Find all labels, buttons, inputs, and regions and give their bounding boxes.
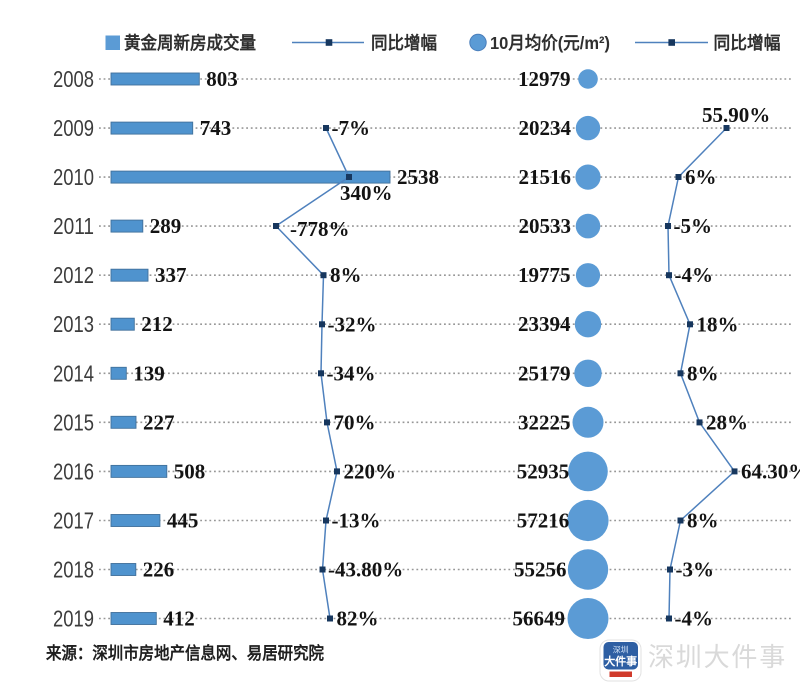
svg-text:黄金周新房成交量: 黄金周新房成交量 (124, 33, 256, 53)
svg-text:2008: 2008 (53, 66, 94, 92)
svg-text:8%: 8% (687, 509, 719, 533)
svg-text:508: 508 (174, 459, 206, 483)
svg-text:-5%: -5% (674, 214, 713, 238)
svg-text:57216: 57216 (517, 509, 570, 533)
svg-text:-32%: -32% (328, 312, 377, 336)
svg-text:19775: 19775 (518, 263, 571, 287)
svg-text:55.90%: 55.90% (702, 103, 770, 127)
svg-text:212: 212 (141, 312, 173, 336)
svg-text:139: 139 (133, 361, 165, 385)
svg-text:55256: 55256 (514, 558, 567, 582)
svg-text:28%: 28% (706, 410, 748, 434)
svg-text:412: 412 (163, 607, 195, 631)
svg-text:2011: 2011 (53, 213, 94, 239)
svg-text:220%: 220% (344, 459, 397, 483)
svg-text:同比增幅: 同比增幅 (371, 33, 437, 53)
svg-text:226: 226 (143, 558, 175, 582)
svg-text:23394: 23394 (518, 312, 571, 336)
svg-text:21516: 21516 (519, 165, 572, 189)
svg-text:来源：深圳市房地产信息网、易居研究院: 来源：深圳市房地产信息网、易居研究院 (45, 643, 324, 663)
svg-text:-4%: -4% (675, 607, 714, 631)
svg-text:52935: 52935 (517, 459, 570, 483)
svg-text:同比增幅: 同比增幅 (714, 33, 781, 53)
svg-text:-13%: -13% (332, 509, 381, 533)
svg-text:2014: 2014 (53, 360, 94, 386)
svg-text:深圳: 深圳 (613, 645, 629, 655)
svg-text:2017: 2017 (53, 508, 94, 534)
svg-text:-4%: -4% (675, 263, 714, 287)
svg-text:-34%: -34% (327, 361, 376, 385)
svg-text:2010: 2010 (53, 164, 94, 190)
svg-text:2018: 2018 (53, 557, 94, 583)
svg-text:-778%: -778% (290, 217, 350, 241)
svg-text:337: 337 (155, 263, 187, 287)
svg-text:12979: 12979 (518, 67, 571, 91)
svg-text:340%: 340% (340, 181, 393, 205)
svg-text:803: 803 (206, 67, 238, 91)
svg-text:-43.80%: -43.80% (328, 558, 403, 582)
svg-text:20533: 20533 (519, 214, 572, 238)
svg-text:2012: 2012 (53, 262, 94, 288)
svg-text:289: 289 (150, 214, 182, 238)
svg-text:227: 227 (143, 410, 175, 434)
svg-text:2019: 2019 (53, 606, 94, 632)
svg-text:56649: 56649 (513, 607, 566, 631)
svg-text:2538: 2538 (397, 165, 439, 189)
svg-text:大件事: 大件事 (604, 654, 637, 668)
svg-text:2016: 2016 (53, 458, 94, 484)
svg-text:743: 743 (200, 116, 232, 140)
svg-text:20234: 20234 (519, 116, 572, 140)
svg-text:-3%: -3% (676, 558, 715, 582)
svg-text:32225: 32225 (518, 410, 571, 434)
svg-text:445: 445 (167, 509, 199, 533)
svg-text:64.30%: 64.30% (741, 459, 800, 483)
svg-text:2015: 2015 (53, 409, 94, 435)
svg-text:6%: 6% (685, 165, 717, 189)
svg-text:深圳大件事: 深圳大件事 (648, 642, 787, 672)
svg-text:70%: 70% (334, 410, 376, 434)
svg-text:8%: 8% (330, 263, 362, 287)
svg-text:82%: 82% (337, 607, 379, 631)
svg-text:2009: 2009 (53, 115, 94, 141)
svg-text:2013: 2013 (53, 311, 94, 337)
svg-text:18%: 18% (697, 312, 739, 336)
svg-text:10月均价(元/m²): 10月均价(元/m²) (490, 33, 610, 53)
svg-text:-7%: -7% (332, 116, 371, 140)
svg-text:8%: 8% (687, 361, 719, 385)
svg-text:25179: 25179 (518, 361, 571, 385)
